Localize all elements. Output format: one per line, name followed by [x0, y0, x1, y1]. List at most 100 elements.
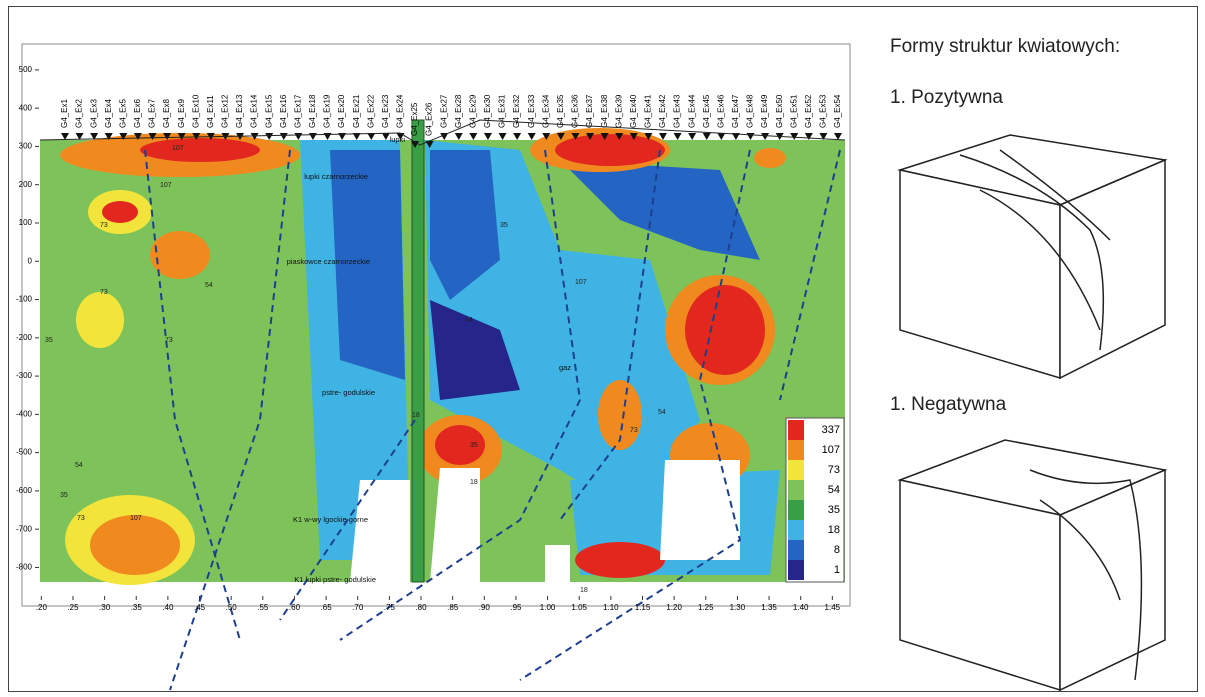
x-tick-label: .95 [510, 603, 522, 612]
well-label: G4_Ex16 [279, 94, 288, 128]
y-tick-label: -100 [16, 295, 33, 304]
well-label: G4_Ex34 [541, 94, 550, 128]
contour-label: 35 [470, 442, 478, 449]
contour-label: 107 [575, 279, 587, 286]
strata-label: K1 lupki pstre- godulskie [294, 575, 376, 584]
well-label: G4_Ex12 [221, 94, 230, 128]
well-label: G4_Ex50 [775, 94, 784, 128]
y-tick-label: -500 [16, 448, 33, 457]
legend-swatch [788, 460, 804, 480]
x-tick-label: 1.40 [793, 603, 809, 612]
contour-label: 18 [412, 412, 420, 419]
well-label: G4_Ex37 [585, 94, 594, 128]
strata-label: lupki [390, 135, 406, 144]
contour-label: 35 [45, 337, 53, 344]
well-label: G4_Ex9 [177, 99, 186, 128]
legend-label: 337 [822, 424, 840, 436]
well-label: G4_Ex13 [235, 94, 244, 128]
positive-label: 1. Pozytywna [890, 87, 1003, 108]
y-tick-label: -700 [16, 524, 33, 533]
contour-label: 73 [77, 515, 85, 522]
contour-label: 35 [60, 492, 68, 499]
y-tick-label: 500 [19, 65, 33, 74]
y-tick-label: -800 [16, 563, 33, 572]
x-tick-label: 1.20 [666, 603, 682, 612]
well-label: G4_Ex6 [133, 99, 142, 128]
x-tick-label: .65 [321, 603, 333, 612]
well-label: G4_Ex1 [60, 99, 69, 128]
contour-label: 73 [100, 222, 108, 229]
contour-label: 54 [75, 462, 83, 469]
x-tick-label: 1.10 [603, 603, 619, 612]
well-label: G4_Ex18 [308, 94, 317, 128]
y-tick-label: -600 [16, 486, 33, 495]
legend-label: 107 [822, 444, 840, 456]
legend-label: 35 [828, 504, 840, 516]
contour-label: 73 [100, 289, 108, 296]
well-label: G4_Ex25 [410, 102, 419, 136]
well-label: G4_Ex7 [148, 99, 157, 128]
y-tick-label: 400 [19, 103, 33, 112]
legend-label: 54 [828, 484, 840, 496]
legend-label: 73 [828, 464, 840, 476]
well-label: G4_Ex49 [760, 94, 769, 128]
contour-label: 107 [172, 145, 184, 152]
x-tick-label: 1.05 [571, 603, 587, 612]
x-tick-label: .35 [131, 603, 143, 612]
x-tick-label: .20 [36, 603, 48, 612]
well-label: G4_Ex28 [454, 94, 463, 128]
legend-swatch [788, 520, 804, 540]
legend-swatch [788, 440, 804, 460]
y-tick-label: 300 [19, 142, 33, 151]
y-tick-label: 100 [19, 218, 33, 227]
well-label: G4_Ex5 [118, 99, 127, 128]
strata-label: K1 w-wy lgockie gorne [293, 515, 368, 524]
x-tick-label: .80 [415, 603, 427, 612]
x-tick-label: .25 [67, 603, 79, 612]
well-label: G4_Ex4 [104, 99, 113, 128]
x-tick-label: 1.45 [825, 603, 841, 612]
well-label: G4_Ex8 [162, 99, 171, 128]
well-label: G4_Ex30 [483, 94, 492, 128]
well-label: G4_Ex48 [746, 94, 755, 128]
x-tick-label: .55 [257, 603, 269, 612]
x-tick-label: 1.30 [730, 603, 746, 612]
well-label: G4_Ex24 [396, 94, 405, 128]
well-label: G4_Ex35 [556, 94, 565, 128]
contour-label: 54 [465, 317, 473, 324]
well-label: G4_Ex47 [731, 94, 740, 128]
well-label: G4_Ex2 [75, 99, 84, 128]
well-label: G4_Ex46 [716, 94, 725, 128]
well-label: G4_Ex32 [512, 94, 521, 128]
x-tick-label: .85 [447, 603, 459, 612]
x-tick-label: .75 [384, 603, 396, 612]
x-tick-label: .50 [226, 603, 238, 612]
y-tick-label: 200 [19, 180, 33, 189]
well-label: G4_Ex21 [352, 94, 361, 128]
well-label: G4_Ex52 [804, 94, 813, 128]
contour-label: 18 [580, 587, 588, 594]
positive-block [900, 135, 1165, 378]
panel: Formy struktur kwiatowych: 1. Pozytywna … [890, 36, 1165, 690]
x-tick-label: 1.25 [698, 603, 714, 612]
x-tick-label: 1.00 [540, 603, 556, 612]
well-label: G4_Ex23 [381, 94, 390, 128]
x-tick-label: 1.15 [635, 603, 651, 612]
contour-label: 54 [205, 282, 213, 289]
y-tick-label: -300 [16, 371, 33, 380]
y-tick-label: -400 [16, 409, 33, 418]
well-label: G4_Ex40 [629, 94, 638, 128]
well-label: G4_Ex20 [337, 94, 346, 128]
figure: Formy struktur kwiatowych: 1. Pozytywna … [0, 0, 1205, 697]
contour-label: 18 [470, 479, 478, 486]
well-label: G4_Ex53 [819, 94, 828, 128]
well-label: G4_Ex3 [89, 99, 98, 128]
well-label: G4_Ex54 [833, 94, 842, 128]
y-tick-label: -200 [16, 333, 33, 342]
legend-swatch [788, 500, 804, 520]
well-label: G4_Ex31 [498, 94, 507, 128]
contour-label: 73 [165, 337, 173, 344]
well-label: G4_Ex10 [191, 94, 200, 128]
contour-label: 73 [630, 427, 638, 434]
x-tick-label: .45 [194, 603, 206, 612]
